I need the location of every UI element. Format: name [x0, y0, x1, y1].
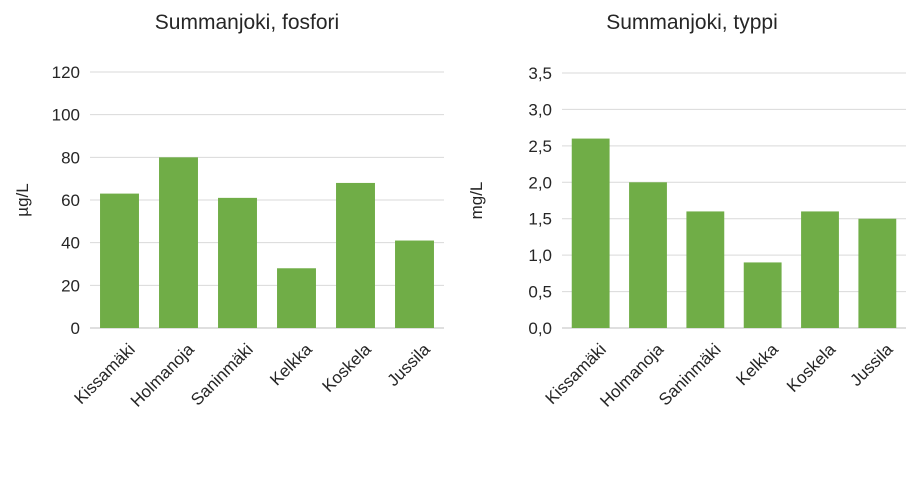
nitrogen-bar-saninm-ki — [686, 211, 725, 328]
phosphorus-bar-koskela — [336, 182, 375, 328]
phosphorus-y-tick-label: 60 — [61, 191, 80, 210]
nitrogen-y-tick-label: 3,5 — [528, 64, 552, 83]
nitrogen-bar-kissam-ki — [571, 138, 610, 328]
phosphorus-chart: Summanjoki, fosfori 0 20 40 60 80 100 120 µg/L Ki… — [0, 0, 460, 477]
nitrogen-y-tick-label: 0,0 — [528, 319, 552, 338]
nitrogen-y-tick-label: 1,5 — [528, 210, 552, 229]
nitrogen-y-tick-label: 2,0 — [528, 173, 552, 192]
phosphorus-y-tick-label: 20 — [61, 276, 80, 295]
nitrogen-bar-holmanoja — [629, 182, 667, 328]
nitrogen-y-axis-label: mg/L — [467, 182, 486, 220]
phosphorus-bar-kissam-ki — [100, 193, 139, 328]
nitrogen-category-label: Saninmäki — [655, 340, 725, 410]
nitrogen-y-tick-label: 1,0 — [528, 246, 552, 265]
nitrogen-bar-koskela — [801, 211, 839, 328]
phosphorus-category-label: Koskela — [319, 339, 376, 396]
nitrogen-y-tick-label: 3,0 — [528, 100, 552, 119]
phosphorus-bar-saninm-ki — [218, 197, 257, 328]
nitrogen-category-label: Kelkka — [732, 339, 782, 389]
phosphorus-y-tick-label: 40 — [61, 234, 80, 253]
nitrogen-category-label: Jussila — [846, 339, 897, 390]
phosphorus-category-label: Kelkka — [266, 339, 316, 389]
nitrogen-bar-kelkka — [743, 262, 782, 328]
phosphorus-y-tick-label: 80 — [61, 148, 80, 167]
nitrogen-chart: Summanjoki, typpi 0,0 0,5 1,0 1,5 2,0 2,5 3,0 3,… — [460, 0, 920, 477]
phosphorus-bar-kelkka — [277, 268, 316, 328]
phosphorus-category-label: Jussila — [384, 339, 435, 390]
phosphorus-bar-jussila — [395, 240, 434, 328]
nitrogen-y-tick-label: 0,5 — [528, 283, 552, 302]
phosphorus-y-tick-label: 120 — [52, 63, 80, 82]
phosphorus-bar-holmanoja — [159, 157, 198, 328]
phosphorus-y-tick-label: 0 — [71, 319, 80, 338]
nitrogen-y-tick-label: 2,5 — [528, 137, 552, 156]
phosphorus-y-tick-label: 100 — [52, 106, 80, 125]
phosphorus-chart-title: Summanjoki, fosfori — [155, 11, 339, 34]
phosphorus-chart-svg: Summanjoki, fosfori020406080100120µg/LKi… — [13, 11, 444, 411]
nitrogen-category-label: Koskela — [783, 339, 840, 396]
phosphorus-y-axis-label: µg/L — [13, 183, 32, 216]
phosphorus-category-label: Holmanoja — [127, 339, 198, 410]
nitrogen-chart-title: Summanjoki, typpi — [606, 11, 778, 34]
nitrogen-category-label: Holmanoja — [596, 339, 667, 410]
nitrogen-chart-svg: Summanjoki, typpi 0,0 0,5 1,0 1,5 2,0 2,5 3,0 3,… — [467, 11, 906, 411]
phosphorus-category-label: Saninmäki — [187, 340, 257, 410]
nitrogen-bar-jussila — [858, 218, 897, 328]
